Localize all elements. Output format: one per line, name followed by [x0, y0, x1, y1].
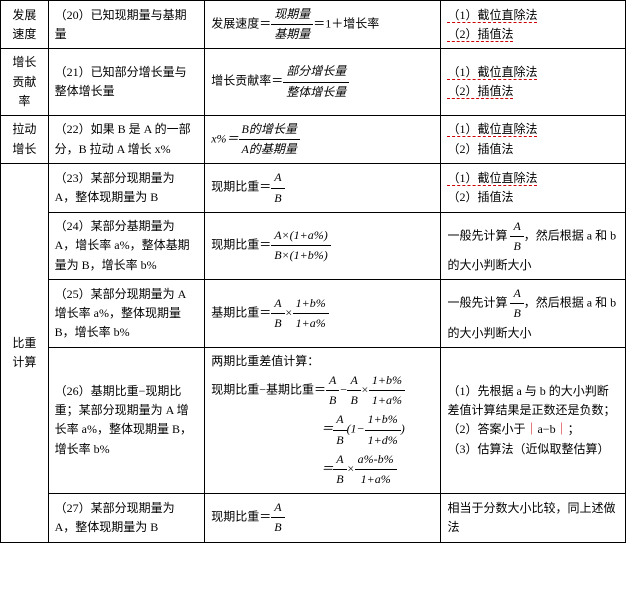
method-cell: 一般先计算 AB，然后根据 a 和 b 的大小判断大小: [441, 212, 626, 280]
label: 基期比重＝: [211, 305, 271, 319]
m1: （1）截位直除法: [447, 8, 537, 23]
num: a%-b%: [355, 450, 397, 470]
condition-cell: （25）某部分现期量为 A 增长率 a%，整体现期量 B，增长率 b%: [48, 280, 205, 348]
lp: (1−: [347, 422, 365, 436]
m2: （2）插值法: [447, 142, 513, 156]
m2: （2）插值法: [447, 27, 513, 42]
formula-cell: 现期比重＝AB: [205, 164, 441, 212]
m1: （1）截位直除法: [447, 65, 537, 80]
rp: ): [401, 422, 405, 436]
condition-cell: （26）基期比重−现期比重；某部分现期量为 A 增长率 a%，整体现期量 B，增…: [48, 347, 205, 493]
num: B的增长量: [239, 120, 300, 140]
den: A的基期量: [239, 140, 300, 159]
num: 1+b%: [369, 371, 405, 391]
num: A: [333, 410, 346, 430]
formula-cell: 基期比重＝AB×1+b%1+a%: [205, 280, 441, 348]
num: A: [510, 217, 523, 237]
num: 1+b%: [365, 410, 401, 430]
category-cell: 比重计算: [1, 164, 49, 542]
method-cell: （1）截位直除法 （2）插值法: [441, 49, 626, 116]
den: 1+a%: [293, 314, 329, 333]
pre: 一般先计算: [447, 228, 510, 242]
d2a: （2）答案小于: [447, 422, 525, 436]
den: B×(1+b%): [271, 246, 331, 265]
formula-cell: 两期比重差值计算： 现期比重−基期比重＝AB−AB×1+b%1+a% ＝AB(1…: [205, 347, 441, 493]
num: A: [347, 371, 360, 391]
den: B: [326, 391, 339, 410]
formula-cell: 现期比重＝AB: [205, 494, 441, 542]
mul: ×: [347, 461, 355, 475]
d2b: a−b: [537, 422, 555, 436]
method-cell: （1）截位直除法 （2）插值法: [441, 115, 626, 163]
num: A: [333, 450, 346, 470]
method-cell: 相当于分数大小比较，同上述做法: [441, 494, 626, 542]
den: 1+a%: [355, 470, 397, 489]
den: B: [347, 391, 360, 410]
num: A: [510, 284, 523, 304]
m1: （1）截位直除法: [447, 122, 537, 137]
den: 1+d%: [365, 431, 401, 450]
condition-cell: （23）某部分现期量为 A，整体现期量为 B: [48, 164, 205, 212]
label: x%＝: [211, 131, 238, 145]
num: A×(1+a%): [271, 226, 331, 246]
label: 两期比重差值计算：: [211, 354, 319, 368]
category-cell: 增长贡献率: [1, 49, 49, 116]
num: 现期量: [271, 5, 313, 25]
num: 1+b%: [293, 294, 329, 314]
minus: −: [339, 382, 347, 396]
method-cell: （1）截位直除法 （2）插值法: [441, 164, 626, 212]
formula-cell: 发展速度＝现期量基期量＝1＋增长率: [205, 1, 441, 49]
den: B: [510, 237, 523, 256]
num: A: [271, 498, 284, 518]
method-cell: （1）先根据 a 与 b 的大小判断差值计算结果是正数还是负数； （2）答案小于…: [441, 347, 626, 493]
label: 现期比重−基期比重＝: [211, 382, 326, 396]
condition-cell: （27）某部分现期量为 A，整体现期量为 B: [48, 494, 205, 542]
den: B: [510, 304, 523, 323]
abs-icon: ｜: [556, 422, 568, 436]
den: 整体增长量: [283, 83, 349, 102]
label: 现期比重＝: [211, 180, 271, 194]
num: 部分增长量: [283, 62, 349, 82]
formula-cell: 增长贡献率＝部分增长量整体增长量: [205, 49, 441, 116]
label: 增长贡献率＝: [211, 74, 283, 88]
m1: （1）截位直除法: [447, 171, 537, 186]
den: B: [271, 518, 284, 537]
den: B: [271, 189, 284, 208]
den: 1+a%: [369, 391, 405, 410]
num: A: [326, 371, 339, 391]
mul: ×: [285, 305, 293, 319]
abs-icon: ｜: [525, 422, 537, 436]
label: ＝1＋增长率: [313, 16, 379, 30]
num: A: [271, 294, 284, 314]
den: B: [333, 470, 346, 489]
num: A: [271, 168, 284, 188]
semicolon: ；: [568, 422, 580, 436]
label: 现期比重＝: [211, 238, 271, 252]
condition-cell: （24）某部分基期量为 A，增长率 a%，整体基期量为 B，增长率 b%: [48, 212, 205, 280]
den: B: [271, 314, 284, 333]
category-cell: 发展速度: [1, 1, 49, 49]
eq: ＝: [321, 422, 333, 436]
m2: （2）插值法: [447, 84, 513, 99]
category-cell: 拉动增长: [1, 115, 49, 163]
method-cell: 一般先计算 AB，然后根据 a 和 b 的大小判断大小: [441, 280, 626, 348]
method-cell: （1）截位直除法 （2）插值法: [441, 1, 626, 49]
condition-cell: （20）已知现期量与基期量: [48, 1, 205, 49]
m2: （2）插值法: [447, 190, 513, 204]
den: B: [333, 431, 346, 450]
d3: （3）估算法（近似取整估算）: [447, 442, 609, 456]
d1: （1）先根据 a 与 b 的大小判断差值计算结果是正数还是负数；: [447, 384, 615, 417]
label: 现期比重＝: [211, 510, 271, 524]
condition-cell: （21）已知部分增长量与整体增长量: [48, 49, 205, 116]
mul: ×: [361, 382, 369, 396]
den: 基期量: [271, 25, 313, 44]
formula-cell: 现期比重＝A×(1+a%)B×(1+b%): [205, 212, 441, 280]
label: 发展速度＝: [211, 16, 271, 30]
pre: 一般先计算: [447, 296, 510, 310]
condition-cell: （22）如果 B 是 A 的一部分，B 拉动 A 增长 x%: [48, 115, 205, 163]
eq: ＝: [321, 461, 333, 475]
formula-cell: x%＝B的增长量A的基期量: [205, 115, 441, 163]
